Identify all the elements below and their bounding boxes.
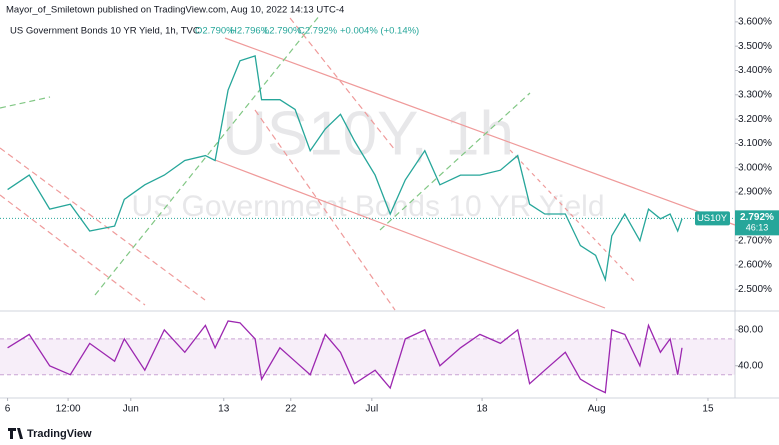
y-tick-label: 40.00: [738, 360, 763, 371]
marks: 6 12:00 Jun 13 22 Jul 18 Aug 15 2.500% 2.600% 2.700…: [0, 17, 779, 415]
ticker-tag-label: US10Y: [697, 213, 728, 224]
y-tick-label: 3.200%: [738, 114, 772, 125]
ticker-tag: [695, 211, 730, 226]
logo: [8, 428, 23, 439]
x-tick-label: Jun: [123, 404, 139, 415]
y-tick-label: 2.700%: [738, 235, 772, 246]
footer-bg: [0, 422, 779, 445]
green-dashed: [0, 96, 51, 109]
x-tick-label: Jul: [365, 404, 378, 415]
rsi-line: [7, 320, 683, 394]
y-tick-label: 3.100%: [738, 138, 772, 149]
rsi-band: [0, 338, 735, 375]
x-tick-label: 15: [702, 404, 714, 415]
ohlc-close: C2.792%: [298, 26, 338, 37]
red-dashed: [0, 194, 146, 306]
price-tag-label: 2.792%: [740, 212, 774, 223]
ohlc-low: L2.790%: [264, 26, 302, 37]
red-dashed: [289, 17, 396, 151]
y-tick-label: 2.600%: [738, 260, 772, 271]
x-tick-label: 22: [285, 404, 297, 415]
x-tick-label: 12:00: [56, 404, 81, 415]
x-tick-label: 13: [218, 404, 230, 415]
y-tick-label: 3.400%: [738, 65, 772, 76]
channel-upper: [224, 37, 736, 226]
red-dashed: [509, 149, 636, 283]
y-tick-label: 3.500%: [738, 41, 772, 52]
plot-background: [0, 0, 735, 398]
x-tick-label: Aug: [588, 404, 606, 415]
green-dashed: [379, 92, 531, 231]
ohlc-high: H2.796%: [230, 26, 270, 37]
ohlc-open: O2.790%: [195, 26, 235, 37]
y-tick-label: 3.000%: [738, 162, 772, 173]
y-tick-label: 3.600%: [738, 17, 772, 28]
x-tick-label: 6: [5, 404, 11, 415]
channel-lower: [214, 159, 606, 309]
publisher: Mayor_of_Smiletown published on TradingV…: [6, 5, 344, 16]
red-dashed: [0, 147, 206, 301]
y-tick-label: 2.500%: [738, 284, 772, 295]
red-dashed: [254, 109, 396, 311]
symbol-info: US Government Bonds 10 YR Yield, 1h, TVC: [10, 26, 200, 37]
y-tick-label: 80.00: [738, 325, 763, 336]
drawings: [0, 14, 736, 311]
ohlc-change: +0.004% (+0.14%): [340, 26, 419, 37]
x-tick-label: 18: [477, 404, 489, 415]
price-tag: [735, 210, 779, 236]
y-tick-label: 3.300%: [738, 89, 772, 100]
footer-brand: TradingView: [27, 428, 92, 440]
countdown: 46:13: [746, 223, 769, 233]
y-tick-label: 2.900%: [738, 187, 772, 198]
watermark-symbol: US10Y, 1h: [222, 99, 514, 168]
price-line: [7, 55, 683, 283]
